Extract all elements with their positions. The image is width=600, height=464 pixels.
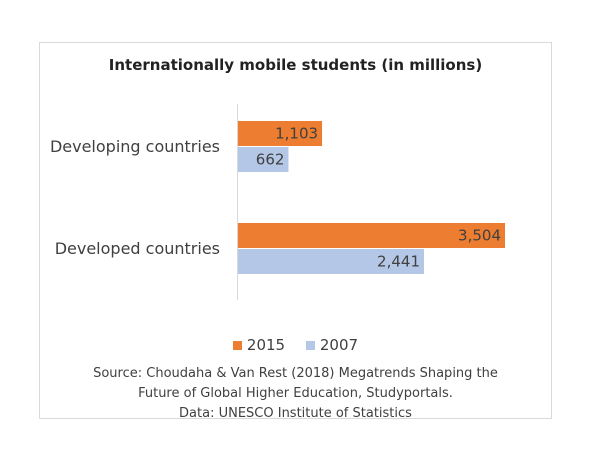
legend-swatch-2007 [305,341,315,350]
bar-developed-countries-2015 [238,223,505,248]
legend: 2015 2007 [39,336,552,354]
source-line-2: Future of Global Higher Education, Study… [138,386,453,401]
bars-group: 1,103 662 3,504 2,441 [238,121,505,274]
data-label-developing-countries-2015: 1,103 [275,125,318,143]
legend-item-2007: 2007 [305,336,359,354]
data-label-developed-countries-2007: 2,441 [377,253,420,271]
bar-developed-countries-2007 [238,249,425,274]
category-label-developed-countries: Developed countries [55,239,220,258]
data-label-developing-countries-2007: 662 [256,151,285,169]
legend-item-2015: 2015 [232,336,286,354]
category-labels: Developing countries Developed countries [50,137,220,258]
data-label-developed-countries-2015: 3,504 [458,227,501,245]
bar-developing-countries-2007 [238,147,289,172]
legend-swatch-2015 [232,341,242,350]
legend-label-2015: 2015 [246,336,286,354]
source-line-1: Source: Choudaha & Van Rest (2018) Megat… [93,366,498,381]
category-label-developing-countries: Developing countries [50,137,220,156]
bar-developing-countries-2015 [238,121,323,146]
source-line-3: Data: UNESCO Institute of Statistics [179,406,412,421]
legend-label-2007: 2007 [319,336,359,354]
source-note: Source: Choudaha & Van Rest (2018) Megat… [39,364,552,424]
chart-title: Internationally mobile students (in mill… [108,56,483,74]
